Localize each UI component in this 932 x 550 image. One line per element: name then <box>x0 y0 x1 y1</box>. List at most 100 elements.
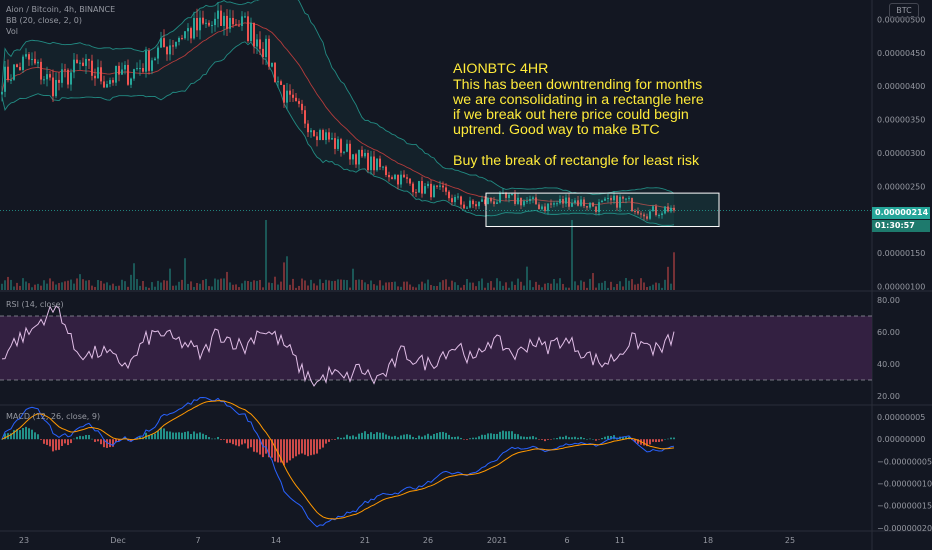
volume-bar <box>628 280 630 290</box>
macd-histogram-bar <box>163 428 165 440</box>
candle-body <box>592 202 594 207</box>
candle-body <box>55 79 57 97</box>
macd-histogram-bar <box>247 439 249 449</box>
candle-body <box>574 200 576 203</box>
macd-histogram-bar <box>493 433 495 440</box>
candle-body <box>199 17 201 31</box>
volume-bar <box>310 279 312 290</box>
candle-body <box>544 206 546 211</box>
volume-bar <box>163 280 165 290</box>
macd-histogram-bar <box>451 436 453 440</box>
volume-bar <box>31 287 33 290</box>
macd-histogram-bar <box>211 438 213 440</box>
volume-bar <box>514 284 516 290</box>
candle-body <box>316 136 318 141</box>
macd-tick-label: 0.00000000 <box>877 435 925 444</box>
candle-body <box>508 194 510 198</box>
macd-histogram-bar <box>481 434 483 440</box>
candle-body <box>289 90 291 95</box>
rsi-line <box>1 305 675 387</box>
annotation-line: This has been downtrending for months <box>453 76 703 93</box>
volume-bar <box>418 284 420 290</box>
volume-bar <box>610 281 612 290</box>
macd-histogram-bar <box>673 437 675 440</box>
volume-bar <box>631 279 633 290</box>
macd-histogram-bar <box>337 437 339 440</box>
time-tick-label: 14 <box>271 536 281 545</box>
candle-body <box>586 206 588 208</box>
volume-bar <box>268 282 270 290</box>
volume-bar <box>352 268 354 290</box>
macd-histogram-bar <box>202 433 204 440</box>
candle-body <box>658 215 660 217</box>
volume-bar <box>103 283 105 290</box>
volume-bar <box>601 282 603 290</box>
candle-body <box>346 143 348 152</box>
volume-bar <box>583 281 585 290</box>
price-tick-label: 0.00000250 <box>877 182 925 191</box>
macd-histogram-bar <box>382 432 384 440</box>
volume-bar <box>316 285 318 290</box>
macd-histogram-bar <box>553 438 555 440</box>
candle-body <box>205 22 207 24</box>
candle-body <box>265 38 267 58</box>
candle-body <box>181 37 183 39</box>
currency-button[interactable]: BTC <box>889 3 919 18</box>
macd-histogram-bar <box>166 431 168 440</box>
rsi-tick-label: 40.00 <box>877 360 900 369</box>
volume-bar <box>424 283 426 290</box>
macd-histogram-bar <box>253 439 255 452</box>
candle-body <box>499 193 501 203</box>
candle-body <box>283 84 285 103</box>
candle-body <box>415 192 417 194</box>
volume-bar <box>454 282 456 290</box>
candle-body <box>82 62 84 66</box>
candle-body <box>256 39 258 47</box>
volume-bar <box>604 280 606 290</box>
candle-body <box>358 149 360 165</box>
annotation-line: if we break out here price could begin <box>453 107 689 124</box>
volume-bar <box>91 285 93 290</box>
candle-body <box>541 206 543 210</box>
bb-legend: BB (20, close, 2, 0) <box>6 16 82 25</box>
candle-body <box>460 196 462 205</box>
volume-bar <box>307 285 309 290</box>
annotation-line: uptrend. Good way to make BTC <box>453 122 660 139</box>
candle-body <box>355 154 357 165</box>
candle-body <box>166 46 168 55</box>
candle-body <box>37 61 39 64</box>
volume-bar <box>544 283 546 290</box>
time-tick-label: 21 <box>360 536 370 545</box>
macd-histogram-bar <box>244 439 246 444</box>
volume-bar <box>649 286 651 290</box>
candle-body <box>409 178 411 184</box>
candle-body <box>481 199 483 202</box>
price-tick-label: 0.00000100 <box>877 283 925 292</box>
macd-histogram-bar <box>124 437 126 440</box>
volume-bar <box>541 287 543 290</box>
candle-body <box>232 17 234 25</box>
macd-histogram-bar <box>55 439 57 451</box>
candle-body <box>427 183 429 187</box>
macd-histogram-bar <box>79 435 81 440</box>
candle-body <box>664 206 666 214</box>
volume-bar <box>133 263 135 290</box>
volume-bar <box>553 279 555 290</box>
macd-histogram-bar <box>268 439 270 458</box>
volume-bar <box>259 279 261 290</box>
volume-bar <box>385 282 387 290</box>
candle-body <box>34 58 36 64</box>
macd-histogram-bar <box>415 437 417 440</box>
candle-body <box>100 67 102 82</box>
volume-bar <box>262 287 264 290</box>
candle-body <box>496 202 498 204</box>
macd-histogram-bar <box>10 433 12 440</box>
macd-histogram-bar <box>514 433 516 440</box>
bar-countdown-tag: 01:30:57 <box>872 220 930 232</box>
volume-bar <box>613 287 615 290</box>
candle-body <box>625 198 627 200</box>
candle-body <box>670 207 672 212</box>
candle-body <box>523 201 525 206</box>
candle-body <box>70 72 72 85</box>
